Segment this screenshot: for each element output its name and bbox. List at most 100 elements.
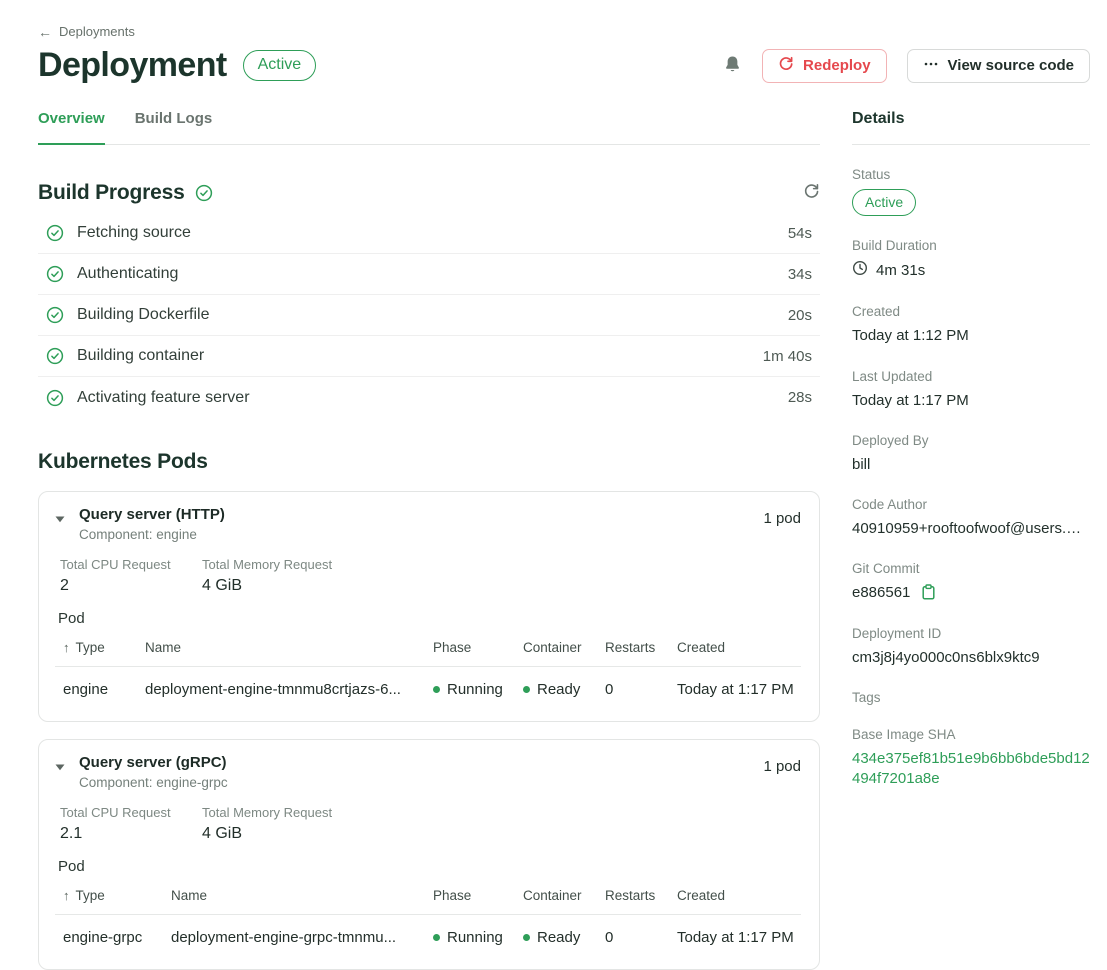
- pod-group-name: Query server (HTTP): [79, 506, 225, 523]
- column-header-name: Name: [171, 888, 208, 903]
- build-duration-value: 4m 31s: [876, 262, 926, 279]
- main-column: Overview Build Logs Build Progress: [38, 109, 820, 970]
- notifications-button[interactable]: [723, 55, 742, 77]
- pod-group-titles: Query server (gRPC) Component: engine-gr…: [79, 753, 228, 790]
- column-header-container: Container: [523, 640, 582, 655]
- column-header-name: Name: [145, 640, 182, 655]
- cpu-request-label: Total CPU Request: [60, 557, 171, 572]
- pod-table-label: Pod: [58, 610, 85, 627]
- pod-table-header: ↑ Type Name Phase Container Restarts Cre…: [55, 879, 801, 915]
- column-header-type[interactable]: ↑ Type: [63, 640, 105, 655]
- build-progress-header: Build Progress: [38, 181, 820, 205]
- build-progress-title: Build Progress: [38, 181, 185, 204]
- pod-phase: Running: [433, 915, 523, 957]
- redeploy-button[interactable]: Redeploy: [762, 48, 887, 83]
- step-label: Fetching source: [77, 224, 191, 241]
- kubernetes-pods-title: Kubernetes Pods: [38, 450, 208, 473]
- column-header-type[interactable]: ↑ Type: [63, 888, 105, 903]
- detail-field-last-updated: Last Updated Today at 1:17 PM: [852, 369, 1090, 411]
- cpu-request-metric: Total CPU Request 2: [60, 557, 202, 595]
- redeploy-refresh-icon: [778, 56, 794, 76]
- column-header-created: Created: [677, 640, 726, 655]
- pod-container-status: Ready: [523, 667, 605, 709]
- detail-field-created: Created Today at 1:12 PM: [852, 304, 1090, 346]
- arrow-up-icon: ↑: [63, 888, 70, 903]
- pod-restarts: 0: [605, 929, 614, 946]
- base-image-sha-value: 434e375ef81b51e9b6bb6bde5bd12494f7201a8e: [852, 749, 1090, 787]
- pod-table-row: engine deployment-engine-tmnmu8crtjazs-6…: [55, 667, 801, 709]
- memory-request-value: 4 GiB: [202, 577, 243, 594]
- pod-type: engine: [63, 681, 109, 698]
- circle-check-icon: [46, 306, 64, 324]
- pod-group-name: Query server (gRPC): [79, 754, 227, 771]
- memory-request-label: Total Memory Request: [202, 805, 333, 820]
- title-actions: Redeploy View source code: [723, 48, 1090, 83]
- ellipsis-icon: [923, 56, 939, 76]
- status-badge: Active: [242, 50, 317, 81]
- caret-down-icon: [55, 759, 65, 774]
- pod-group-header[interactable]: Query server (HTTP) Component: engine 1 …: [55, 505, 801, 542]
- cpu-request-value: 2: [60, 577, 69, 594]
- pod-table: ↑ Type Name Phase Container Restarts Cre…: [55, 631, 801, 709]
- cpu-request-metric: Total CPU Request 2.1: [60, 805, 202, 843]
- copy-commit-button[interactable]: [921, 584, 936, 603]
- title-row: Deployment Active Redeploy View source c…: [38, 46, 1090, 85]
- circle-check-icon: [46, 389, 64, 407]
- deployed-by-value: bill: [852, 455, 871, 473]
- tab-build-logs[interactable]: Build Logs: [134, 110, 213, 127]
- git-commit-value: e886561: [852, 584, 911, 602]
- pod-name: deployment-engine-tmnmu8crtjazs-6...: [145, 681, 401, 698]
- column-header-container: Container: [523, 888, 582, 903]
- step-duration: 34s: [787, 265, 812, 283]
- clipboard-icon: [921, 584, 936, 603]
- build-step: Fetching source 54s: [38, 213, 820, 254]
- tab-bar: Overview Build Logs: [38, 109, 820, 145]
- pod-name: deployment-engine-grpc-tmnmu...: [171, 929, 397, 946]
- pod-table: ↑ Type Name Phase Container Restarts Cre…: [55, 879, 801, 957]
- circle-check-icon: [46, 224, 64, 242]
- breadcrumb[interactable]: ← Deployments: [38, 24, 1090, 39]
- circle-check-icon: [195, 184, 213, 202]
- detail-field-deployment-id: Deployment ID cm3j8j4yo000c0ns6blx9ktc9: [852, 626, 1090, 668]
- pod-group-header[interactable]: Query server (gRPC) Component: engine-gr…: [55, 753, 801, 790]
- column-header-created: Created: [677, 888, 726, 903]
- code-author-value: 40910959+rooftoofwoof@users.…: [852, 520, 1082, 537]
- step-duration: 28s: [787, 389, 812, 406]
- pod-group-component: Component: engine: [79, 527, 197, 542]
- reload-build-progress-button[interactable]: [803, 183, 820, 203]
- step-label: Building container: [77, 347, 205, 364]
- pod-group-metrics: Total CPU Request 2.1 Total Memory Reque…: [55, 805, 801, 843]
- step-label: Building Dockerfile: [77, 306, 210, 323]
- step-duration: 54s: [787, 224, 812, 242]
- back-arrow-icon: ←: [38, 23, 52, 40]
- view-source-button[interactable]: View source code: [906, 48, 1090, 83]
- circle-check-icon: [46, 347, 64, 365]
- column-header-phase: Phase: [433, 888, 472, 903]
- pod-restarts: 0: [605, 681, 614, 698]
- pod-group-card-grpc: Query server (gRPC) Component: engine-gr…: [38, 739, 820, 970]
- pod-count: 1 pod: [763, 758, 801, 775]
- circle-check-icon: [46, 265, 64, 283]
- page-title: Deployment: [38, 46, 227, 84]
- detail-field-status: Status Active: [852, 167, 1090, 216]
- collapse-toggle-button[interactable]: [55, 505, 79, 526]
- step-label: Authenticating: [77, 265, 179, 282]
- view-source-label: View source code: [947, 57, 1074, 74]
- status-dot-icon: [523, 934, 530, 941]
- redeploy-label: Redeploy: [803, 57, 871, 74]
- bell-icon: [723, 55, 742, 77]
- build-progress-list: Fetching source 54s Authenticating 34s B…: [38, 213, 820, 418]
- tab-overview[interactable]: Overview: [38, 109, 105, 145]
- pod-created: Today at 1:17 PM: [677, 681, 794, 698]
- column-header-phase: Phase: [433, 640, 472, 655]
- collapse-toggle-button[interactable]: [55, 753, 79, 774]
- pod-count: 1 pod: [763, 510, 801, 527]
- last-updated-value: Today at 1:17 PM: [852, 391, 969, 409]
- pod-group-component: Component: engine-grpc: [79, 775, 228, 790]
- cpu-request-value: 2.1: [60, 825, 83, 842]
- pod-group-metrics: Total CPU Request 2 Total Memory Request…: [55, 557, 801, 595]
- pod-group-titles: Query server (HTTP) Component: engine: [79, 505, 225, 542]
- step-duration: 20s: [787, 306, 812, 324]
- pod-created: Today at 1:17 PM: [677, 929, 794, 946]
- memory-request-value: 4 GiB: [202, 825, 243, 842]
